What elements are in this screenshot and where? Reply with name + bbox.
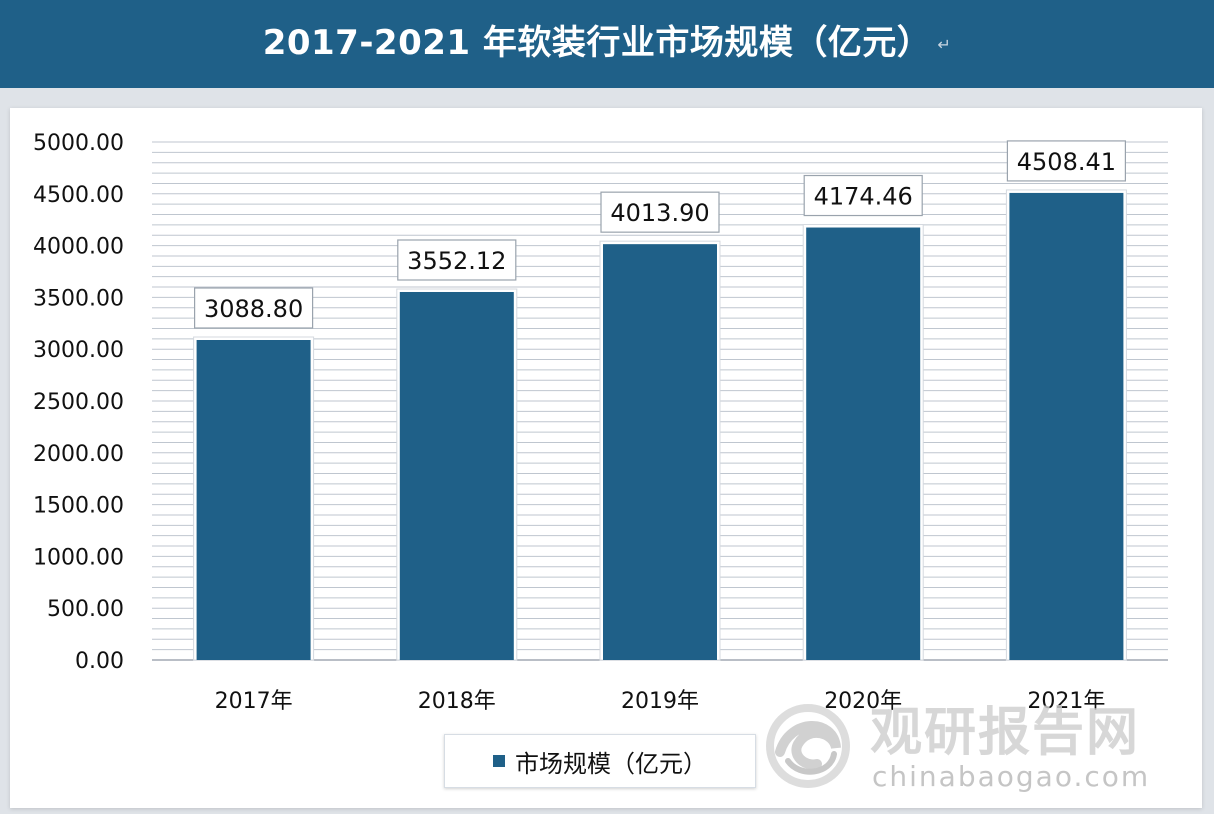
bar-2020年 (806, 227, 921, 660)
data-labels: 3088.80 3552.12 4013.90 4174.46 4508.41 (194, 140, 1127, 329)
y-tick-label: 500.00 (47, 597, 124, 622)
x-axis: 2017年 2018年 2019年 2020年 2021年 (215, 689, 1106, 714)
x-tick-label: 2018年 (418, 689, 496, 714)
data-label: 4508.41 (1017, 148, 1116, 176)
data-label: 3552.12 (407, 247, 506, 275)
y-tick-label: 4500.00 (33, 183, 124, 208)
x-tick-label: 2020年 (824, 689, 902, 714)
legend-label: 市场规模（亿元） (515, 749, 707, 778)
y-axis: 0.00 500.00 1000.00 1500.00 2000.00 2500.00 30… (33, 131, 124, 674)
legend: 市场规模（亿元） (444, 734, 756, 788)
chart-title-bar: 2017-2021 年软装行业市场规模（亿元） ↵ (0, 0, 1214, 88)
data-label-box (397, 239, 517, 281)
data-label-box (803, 174, 923, 217)
x-tick-label: 2017年 (215, 689, 293, 714)
y-tick-label: 1000.00 (33, 545, 124, 570)
data-label: 3088.80 (204, 295, 303, 323)
bar-2021年 (1009, 192, 1124, 661)
legend-swatch (493, 755, 505, 767)
y-tick-label: 1500.00 (33, 494, 124, 519)
x-tick-label: 2019年 (621, 689, 699, 714)
y-tick-label: 3000.00 (33, 338, 124, 363)
y-tick-label: 2000.00 (33, 442, 124, 467)
y-tick-label: 3500.00 (33, 286, 124, 311)
y-tick-label: 5000.00 (33, 131, 124, 156)
data-label: 4013.90 (610, 199, 709, 227)
watermark: 观研报告网 chinabaogao.com (762, 690, 1182, 802)
data-label-box (600, 191, 720, 233)
data-label-box (194, 287, 314, 329)
data-label-box (1006, 140, 1127, 182)
y-tick-label: 4000.00 (33, 235, 124, 260)
y-tick-label: 0.00 (75, 649, 124, 674)
bar-2019年 (603, 244, 717, 660)
watermark-brand-cn: 观研报告网 (870, 703, 1141, 763)
swirl-logo-icon (766, 704, 850, 788)
return-mark-icon: ↵ (937, 34, 952, 54)
bar-2017年 (196, 340, 311, 660)
x-tick-label: 2021年 (1027, 689, 1105, 714)
bar-2018年 (399, 292, 514, 660)
data-label: 4174.46 (814, 183, 913, 211)
y-tick-label: 2500.00 (33, 390, 124, 415)
chart-title: 2017-2021 年软装行业市场规模（亿元） (262, 23, 932, 63)
bar-series (193, 189, 1127, 661)
watermark-brand-en: chinabaogao.com (872, 760, 1151, 793)
